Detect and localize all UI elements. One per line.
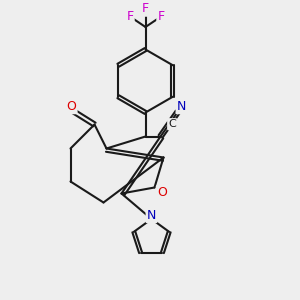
Text: N: N [147, 209, 156, 222]
Text: O: O [67, 100, 76, 113]
Text: N: N [177, 100, 186, 113]
Text: F: F [158, 10, 165, 23]
Text: F: F [126, 10, 134, 23]
Text: F: F [142, 2, 149, 16]
Text: C: C [168, 119, 176, 129]
Text: O: O [157, 186, 167, 200]
